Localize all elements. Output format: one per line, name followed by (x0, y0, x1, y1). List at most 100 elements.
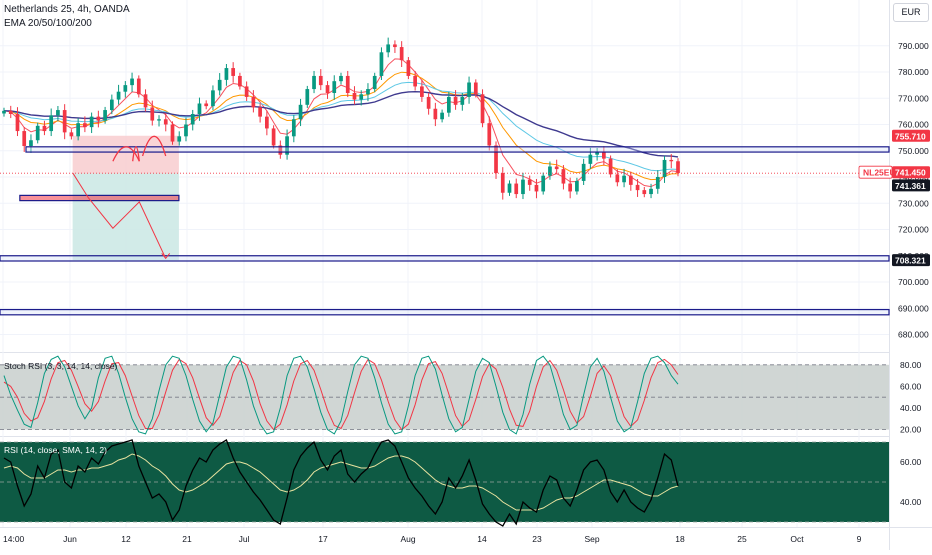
candle-body (29, 140, 33, 147)
candle-body (62, 110, 67, 133)
price-tick-label[interactable]: 750.000 (898, 146, 929, 156)
rsi-legend[interactable]: RSI (14, close, SMA, 14, 2) (4, 445, 107, 455)
candle-body (386, 44, 391, 53)
current-price-badge-bg (892, 166, 930, 179)
price-tick-label[interactable]: 720.000 (898, 225, 929, 235)
price-tick-label[interactable]: 700.000 (898, 277, 929, 287)
head-arc[interactable] (141, 135, 167, 157)
candle-body (602, 152, 606, 159)
candle-body (123, 85, 128, 92)
price-tick-label[interactable]: 680.000 (898, 330, 929, 340)
candle-body (615, 174, 620, 183)
time-axis[interactable]: 14:00 Jun 12 21 Jul 17 Aug 14 23 Sep 18 25 Oct 9 (3, 534, 862, 544)
stoch-rsi-legend[interactable]: Stoch RSI (3, 3, 14, 14, close) (4, 361, 118, 371)
candle-body (352, 93, 357, 100)
candle-body (217, 79, 222, 91)
time-tick-label[interactable]: 12 (121, 534, 131, 544)
candle-body (251, 96, 256, 108)
time-tick-label[interactable]: 23 (532, 534, 542, 544)
trade-zones[interactable] (72, 135, 179, 261)
candle-body (2, 110, 6, 114)
candle-body (184, 124, 188, 137)
time-tick-label[interactable]: Sep (584, 534, 599, 544)
take-profit-zone[interactable] (72, 173, 179, 261)
candle-body (15, 114, 20, 132)
candle-body (8, 110, 13, 114)
candle-body (197, 103, 202, 114)
candle-body (527, 179, 532, 185)
price-tick-label[interactable]: 690.000 (898, 303, 929, 313)
candle-body (163, 119, 168, 125)
candle-body (548, 166, 552, 176)
ema-legend[interactable]: EMA 20/50/100/200 (4, 18, 92, 29)
stop-loss-zone[interactable] (72, 135, 179, 174)
lower-level-box[interactable] (0, 308, 890, 316)
time-tick-label[interactable]: 25 (737, 534, 747, 544)
candle-body (642, 190, 647, 195)
resistance-zone-box[interactable] (25, 146, 890, 153)
time-tick-label[interactable]: Jul (239, 534, 250, 544)
symbol-title[interactable]: Netherlands 25, 4h, OANDA (4, 4, 130, 15)
candle-body (581, 163, 586, 181)
candle-body (372, 75, 377, 90)
target-level-box[interactable] (0, 255, 890, 262)
candle-body (568, 183, 573, 192)
candle-body (211, 90, 215, 107)
price-tick-label[interactable]: 770.000 (898, 93, 929, 103)
candle-body (494, 145, 498, 174)
stoch-rsi-pane: 80.00 60.00 40.00 20.00 (0, 355, 922, 435)
candle-body (177, 136, 182, 142)
ema-200-line (3, 90, 679, 158)
candle-body (143, 94, 148, 108)
time-tick-label[interactable]: 21 (182, 534, 192, 544)
time-tick-label[interactable]: 14 (477, 534, 487, 544)
candle-body (157, 119, 161, 121)
entry-price-badge: 741.361 (895, 181, 926, 191)
projection-path[interactable] (72, 173, 171, 260)
time-tick-label[interactable]: Jun (63, 534, 77, 544)
candle-body (258, 107, 262, 117)
candle-body (595, 152, 599, 155)
time-tick-label[interactable]: Aug (400, 534, 415, 544)
neckline-support-box[interactable] (19, 194, 180, 202)
price-tick-label[interactable]: 780.000 (898, 67, 929, 77)
left-shoulder-arc[interactable] (112, 146, 140, 162)
projection-arrowhead[interactable] (161, 253, 171, 260)
candle-body (76, 123, 80, 137)
candle-body (150, 107, 155, 121)
candle-body (359, 94, 364, 100)
candle-body (89, 116, 94, 128)
time-tick-label[interactable]: Oct (790, 534, 804, 544)
candle-body (541, 175, 546, 192)
candle-body (56, 110, 60, 116)
time-tick-label[interactable]: 17 (318, 534, 328, 544)
candle-body (204, 103, 209, 107)
candle-body (136, 78, 141, 95)
candles[interactable] (2, 37, 680, 200)
time-tick-label[interactable]: 18 (675, 534, 685, 544)
projection-line[interactable] (72, 173, 167, 259)
time-tick-label[interactable]: 14:00 (3, 534, 25, 544)
pattern-arcs[interactable] (112, 135, 167, 162)
candle-body (345, 75, 350, 93)
ema-50-line (3, 71, 679, 181)
time-tick-label[interactable]: 9 (857, 534, 862, 544)
rsi-line (3, 439, 679, 527)
candle-body (406, 60, 411, 76)
candle-body (460, 96, 465, 105)
candle-body (190, 114, 195, 125)
price-tick-label[interactable]: 790.000 (898, 41, 929, 51)
candle-body (480, 94, 485, 124)
currency-button[interactable]: EUR (893, 3, 929, 22)
candle-body (231, 68, 236, 76)
ema-20-line (3, 58, 679, 188)
candle-body (473, 82, 478, 95)
price-tick-label[interactable]: 760.000 (898, 120, 929, 130)
candle-body (96, 116, 101, 121)
candle-body (116, 91, 121, 100)
right-shoulder-arc[interactable] (132, 146, 140, 162)
price-tick-label[interactable]: 730.000 (898, 198, 929, 208)
level-boxes[interactable] (0, 146, 890, 316)
